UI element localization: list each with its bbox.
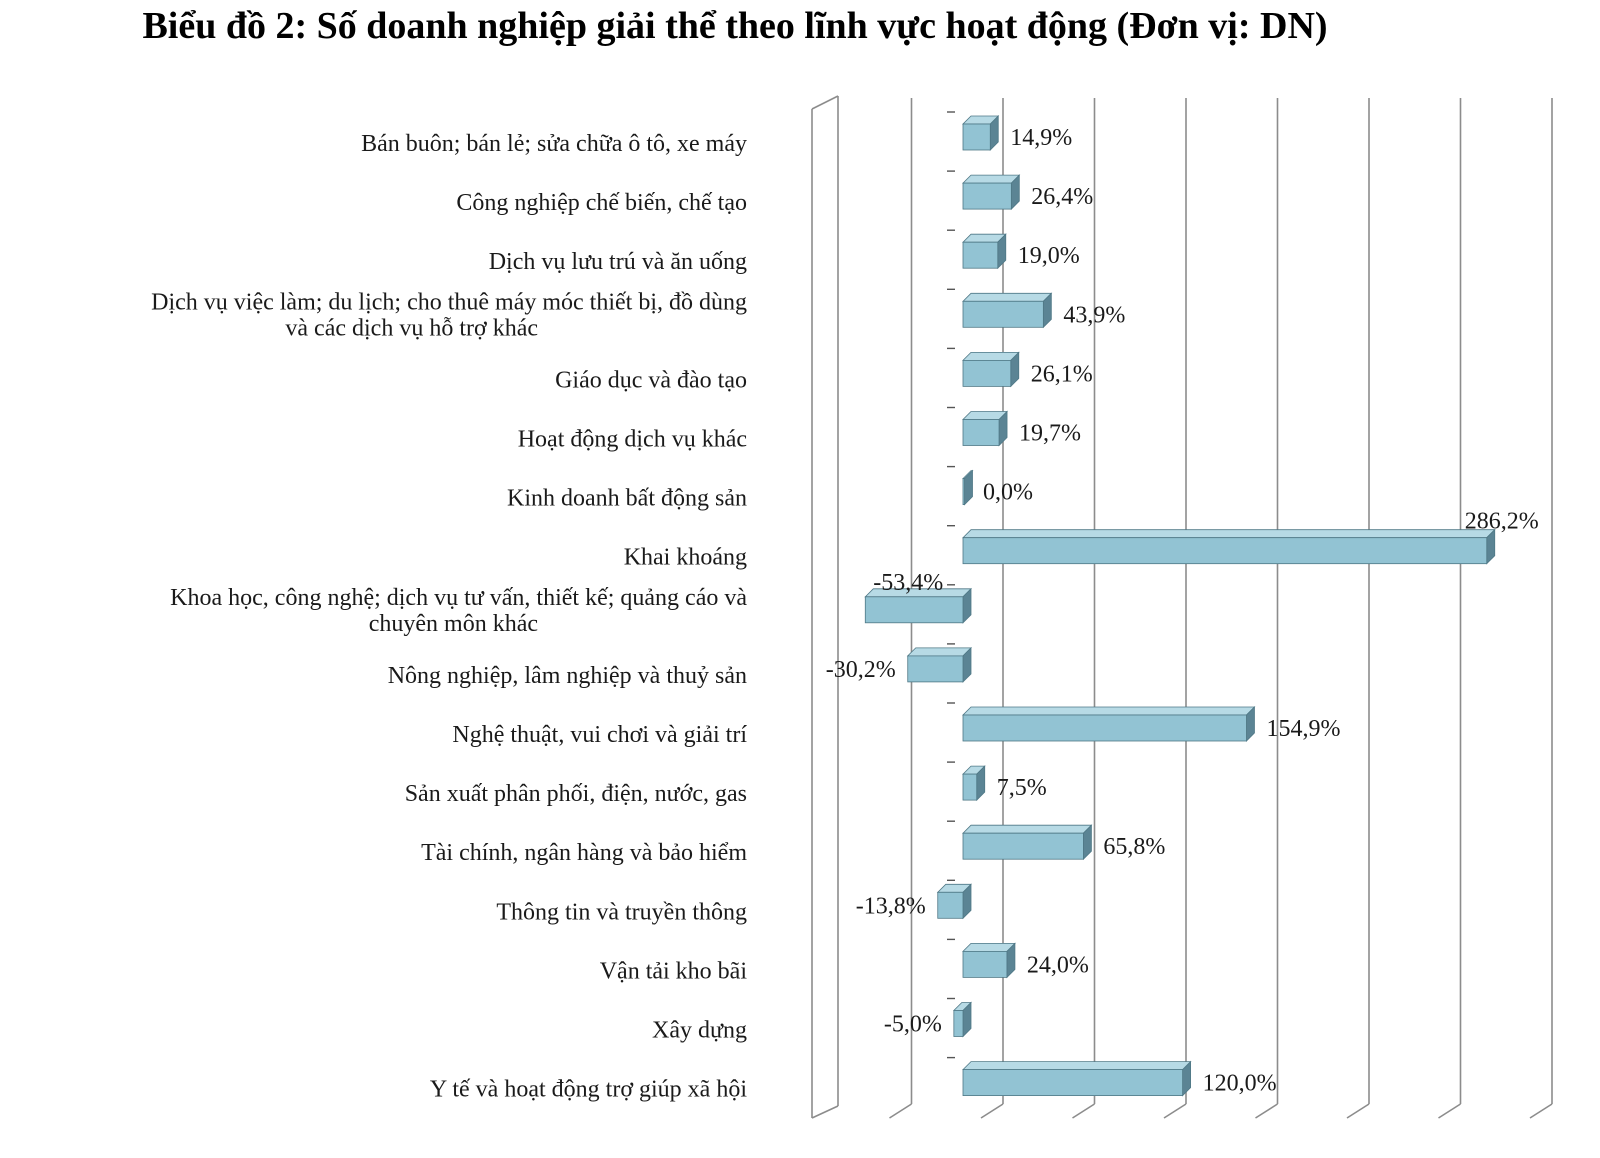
value-label: -13,8% [856,893,926,919]
bar [962,351,1020,388]
bar-front-face [962,241,999,269]
category-label: Xây dựng [652,1018,747,1044]
bar-top-face [962,529,1496,539]
category-label: Sản xuất phân phối, điện, nước, gas [405,781,747,807]
bar [962,706,1256,742]
category-label: Thông tin và truyền thông [496,899,747,925]
bar-front-face [962,123,991,151]
category-label-line: Khoa học, công nghệ; dịch vụ tư vấn, thi… [170,585,747,611]
category-label: Nông nghiệp, lâm nghiệp và thuỷ sản [388,663,747,689]
value-label: 120,0% [1203,1071,1277,1097]
bar [962,765,986,802]
value-label: 7,5% [997,775,1047,801]
value-label: 24,0% [1027,952,1089,978]
bar [962,1060,1192,1097]
bar-front-face [962,182,1012,210]
bar [864,587,972,624]
bar [962,942,1016,979]
bar [962,410,1009,447]
bar-top-face [962,706,1256,716]
category-label: Hoạt động dịch vụ khác [518,427,747,453]
bar-front-face [953,1010,964,1037]
bar-front-face [864,596,964,624]
bar [962,528,1496,565]
value-label: 0,0% [983,480,1033,506]
category-label: Giáo dục và đào tạo [555,367,747,393]
value-label: -53,4% [873,570,943,596]
bar [906,646,972,683]
chart-title: Biểu đồ 2: Số doanh nghiệp giải thể theo… [142,5,1328,47]
category-label: Bán buôn; bán lẻ; sửa chữa ô tô, xe máy [361,131,747,157]
bar-front-face [962,359,1012,387]
bar-front-face [907,655,964,683]
gridline-foot [1438,1103,1461,1119]
value-label: 65,8% [1103,834,1165,860]
wall-bottom-edge [811,1105,839,1119]
category-label: Công nghiệp chế biến, chế tạo [456,190,747,216]
category-label: Tài chính, ngân hàng và bảo hiểm [421,840,747,866]
value-label: 286,2% [1465,509,1539,535]
bar [962,174,1021,211]
category-label: Dịch vụ việc làm; du lịch; cho thuê máy … [151,289,747,341]
bar-front-face [962,478,965,506]
category-label: Y tế và hoạt động trợ giúp xã hội [430,1077,747,1103]
bar [962,233,1007,270]
gridline-foot [1163,1103,1187,1119]
category-label: Khoa học, công nghệ; dịch vụ tư vấn, thi… [170,585,747,637]
bar-front-face [962,773,978,801]
bar-top-face [962,292,1053,302]
value-label: -5,0% [884,1012,942,1038]
bar-top-face [962,174,1021,184]
wall-top-edge [811,95,839,110]
bar [962,115,1000,151]
category-label: Dịch vụ lưu trú và ăn uống [489,249,747,275]
bar-front-face [962,300,1044,328]
bar-top-face [906,647,972,657]
value-label: 43,9% [1063,302,1125,328]
bar [962,469,974,506]
bar-front-face [962,419,1000,446]
gridline-foot [1346,1103,1370,1119]
value-label: 19,7% [1019,421,1081,447]
value-label: 19,0% [1018,243,1080,269]
category-label: Khai khoáng [624,545,747,571]
bar-top-face [962,943,1016,952]
value-label: 154,9% [1266,716,1340,742]
bar-front-face [962,1069,1184,1096]
value-label: -30,2% [826,657,896,683]
gridline-foot [1529,1103,1553,1119]
bar [962,292,1053,329]
bar [962,824,1093,861]
value-label: 26,4% [1031,184,1093,210]
bar [936,883,972,920]
gridline-foot [1072,1103,1095,1119]
bar-front-face [962,537,1488,565]
value-label: 14,9% [1010,125,1072,151]
gridline-foot [1255,1103,1278,1119]
gridline-foot [980,1103,1004,1119]
category-label: Nghệ thuật, vui chơi và giải trí [452,722,747,748]
bar-top-face [962,351,1020,361]
value-label: 26,1% [1031,361,1093,387]
gridline-foot [889,1103,912,1119]
category-label-line: và các dịch vụ hỗ trợ khác [285,315,538,341]
bar-top-face [962,1061,1192,1070]
bar-front-face [937,891,964,919]
category-label: Kinh doanh bất động sản [507,486,747,512]
bar-front-face [962,714,1247,742]
bar-top-face [962,824,1093,834]
category-label-line: Dịch vụ việc làm; du lịch; cho thuê máy … [151,289,747,315]
bar [952,1001,972,1038]
bar-front-face [962,951,1008,978]
category-label: Vận tải kho bãi [600,958,748,984]
bar-front-face [962,832,1084,860]
category-label-line: chuyên môn khác [369,611,538,637]
